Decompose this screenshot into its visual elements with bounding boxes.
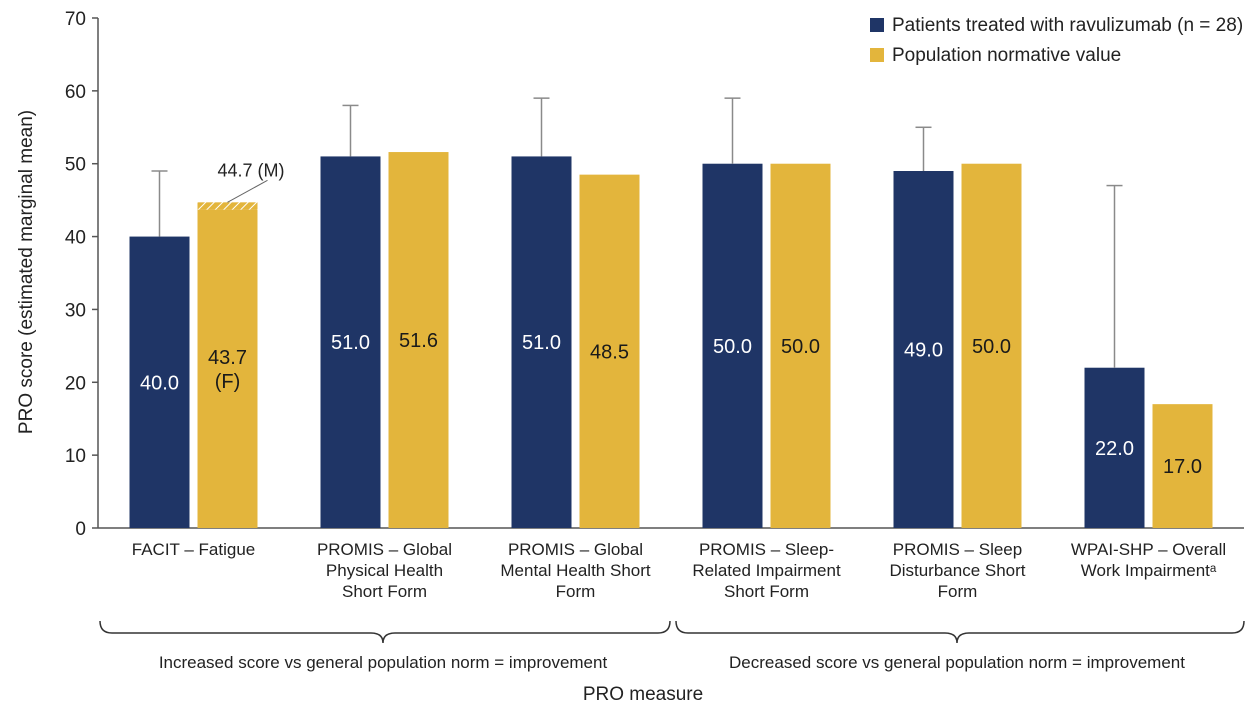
bar-series-1-cat-1 [388, 152, 449, 529]
legend-swatch-1 [870, 48, 884, 62]
data-label: 50.0 [972, 336, 1011, 358]
category-label: Physical Health [326, 561, 443, 580]
data-label: 51.0 [522, 332, 561, 354]
data-label: 40.0 [140, 372, 179, 394]
category-label: PROMIS – Sleep- [699, 540, 834, 559]
group-brace-1 [675, 620, 1245, 644]
category-label: Short Form [342, 582, 427, 601]
x-axis-label: PRO measure [583, 684, 703, 705]
annotation-leader [227, 179, 268, 203]
category-label: PROMIS – Sleep [893, 540, 1022, 559]
category-label: Work Impairmentᵃ [1081, 561, 1217, 580]
bar-series-1-cat-0 [197, 209, 258, 528]
legend-label-0: Patients treated with ravulizumab (n = 2… [892, 15, 1243, 36]
data-label: 51.6 [399, 330, 438, 352]
category-label: Short Form [724, 582, 809, 601]
category-label: Mental Health Short [500, 561, 651, 580]
bar-series-1-cat-2 [579, 174, 640, 528]
annotation-label: 44.7 (M) [218, 160, 285, 180]
category-label: PROMIS – Global [508, 540, 643, 559]
bar-series-0-cat-2 [511, 156, 572, 528]
bar-series-1-cat-3 [770, 163, 831, 528]
category-label: Form [938, 582, 978, 601]
data-label: 22.0 [1095, 438, 1134, 460]
category-label: Form [556, 582, 596, 601]
y-tick-label: 0 [75, 519, 86, 540]
data-label: 48.5 [590, 341, 629, 363]
data-label: 51.0 [331, 332, 370, 354]
y-tick-label: 20 [65, 373, 86, 394]
data-label: 50.0 [713, 336, 752, 358]
bar-series-0-cat-1 [320, 156, 381, 528]
y-tick-label: 50 [65, 155, 86, 176]
y-tick-label: 70 [65, 9, 86, 30]
group-brace-0 [99, 620, 671, 644]
legend-swatch-0 [870, 18, 884, 32]
category-label: Related Impairment [692, 561, 841, 580]
data-label: 43.7 [208, 347, 247, 369]
category-label: PROMIS – Global [317, 540, 452, 559]
data-label: 50.0 [781, 336, 820, 358]
y-tick-label: 30 [65, 300, 86, 321]
bar-series-0-cat-5 [1084, 367, 1145, 528]
bar-series-0-cat-0 [129, 236, 190, 529]
data-label: (F) [215, 371, 241, 393]
y-tick-label: 10 [65, 446, 86, 467]
annotation-hatch [197, 202, 258, 210]
y-axis-label: PRO score (estimated marginal mean) [16, 110, 37, 434]
bar-series-1-cat-4 [961, 163, 1022, 528]
bar-series-0-cat-3 [702, 163, 763, 528]
category-label: FACIT – Fatigue [132, 540, 255, 559]
bar-series-0-cat-4 [893, 171, 954, 528]
y-tick-label: 60 [65, 82, 86, 103]
data-label: 49.0 [904, 340, 943, 362]
bar-series-1-cat-5 [1152, 404, 1213, 528]
legend-label-1: Population normative value [892, 45, 1121, 66]
data-label: 17.0 [1163, 456, 1202, 478]
plot-area: 0 10 20 30 40 50 60 70 40.0 43.7(F) FACIT – Fatigu… [65, 9, 1245, 672]
group-label-0: Increased score vs general population no… [159, 653, 608, 672]
category-label: Disturbance Short [889, 561, 1025, 580]
category-label: WPAI-SHP – Overall [1071, 540, 1226, 559]
group-label-1: Decreased score vs general population no… [729, 653, 1185, 672]
y-tick-label: 40 [65, 228, 86, 249]
